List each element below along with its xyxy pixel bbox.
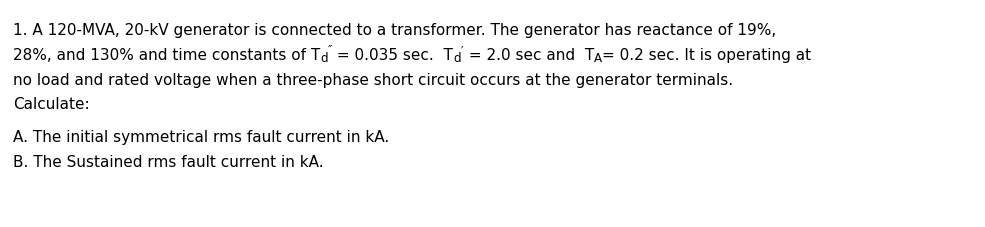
Text: Calculate:: Calculate: — [13, 97, 90, 112]
Text: B. The Sustained rms fault current in kA.: B. The Sustained rms fault current in kA… — [13, 155, 324, 170]
Text: A: A — [594, 52, 602, 65]
Text: A. The initial symmetrical rms fault current in kA.: A. The initial symmetrical rms fault cur… — [13, 130, 389, 145]
Text: 1. A 120-MVA, 20-kV generator is connected to a transformer. The generator has r: 1. A 120-MVA, 20-kV generator is connect… — [13, 23, 776, 38]
Text: no load and rated voltage when a three-phase short circuit occurs at the generat: no load and rated voltage when a three-p… — [13, 73, 733, 88]
Text: ″: ″ — [328, 44, 332, 57]
Text: = 0.2 sec. It is operating at: = 0.2 sec. It is operating at — [602, 48, 811, 63]
Text: 28%, and 130% and time constants of T: 28%, and 130% and time constants of T — [13, 48, 320, 63]
Text: ′: ′ — [461, 44, 464, 57]
Text: d: d — [320, 52, 328, 65]
Text: = 2.0 sec and  T: = 2.0 sec and T — [464, 48, 594, 63]
Text: d: d — [453, 52, 461, 65]
Text: = 0.035 sec.  T: = 0.035 sec. T — [332, 48, 453, 63]
